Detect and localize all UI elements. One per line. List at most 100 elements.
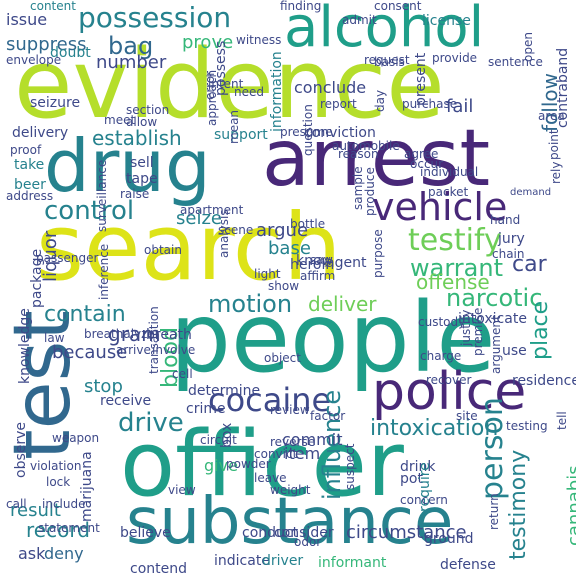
word-license: license xyxy=(422,13,471,29)
word-conduct: conduct xyxy=(242,525,299,541)
word-breathalyzer: breathalyzer xyxy=(84,327,160,341)
word-demand: demand xyxy=(510,187,552,198)
word-deliver: deliver xyxy=(308,292,377,316)
word-obtain: obtain xyxy=(144,243,182,257)
word-indicate: indicate xyxy=(214,553,270,569)
word-agent: agent xyxy=(326,255,367,271)
word-conclude: conclude xyxy=(294,78,367,97)
word-search: search xyxy=(36,194,342,301)
word-factor: factor xyxy=(310,409,346,423)
word-chain: chain xyxy=(492,247,525,261)
word-place: place xyxy=(528,300,553,360)
word-mean: mean xyxy=(227,109,241,144)
word-review: review xyxy=(270,403,310,417)
word-issue: issue xyxy=(6,10,48,29)
word-evidence: evidence xyxy=(14,30,445,140)
word-driver: driver xyxy=(262,553,304,569)
word-justify: justify xyxy=(459,309,473,346)
word-provide: provide xyxy=(432,51,478,65)
word-purchase: purchase xyxy=(402,97,458,111)
word-meet: meet xyxy=(104,113,136,127)
word-use: use xyxy=(502,343,527,359)
word-envelope: envelope xyxy=(6,53,62,67)
word-charge: charge xyxy=(420,349,462,363)
word-commit: commit xyxy=(282,430,343,449)
word-gram: gram xyxy=(108,322,161,346)
word-basis: basis xyxy=(374,55,405,69)
word-raise: raise xyxy=(120,187,150,201)
word-intoxicate: intoxicate xyxy=(458,311,527,327)
word-fail: fail xyxy=(446,96,474,117)
word-testify: testify xyxy=(408,223,502,258)
word-approach: approach xyxy=(205,69,219,126)
word-drug: drug xyxy=(44,124,211,208)
word-seize: seize xyxy=(176,208,222,229)
word-knowledge: knowledge xyxy=(17,308,33,384)
word-packet: packet xyxy=(428,185,469,199)
word-person: person xyxy=(475,397,510,500)
word-warrant: warrant xyxy=(410,254,503,282)
word-arrive: arrive xyxy=(116,343,151,357)
word-breath: breath xyxy=(146,327,192,343)
word-consent: consent xyxy=(374,0,422,13)
word-motion: motion xyxy=(208,290,293,318)
word-odor: odor xyxy=(294,535,322,549)
word-base: base xyxy=(268,238,311,259)
word-weight: weight xyxy=(270,483,311,497)
word-need: need xyxy=(234,85,264,99)
word-sell: sell xyxy=(130,155,154,171)
word-sentence: sentence xyxy=(488,55,543,69)
word-contain: contain xyxy=(44,302,126,327)
word-involve: involve xyxy=(152,343,196,357)
word-tell: tell xyxy=(555,411,569,430)
word-record: record xyxy=(26,518,90,542)
word-establish: establish xyxy=(92,126,182,150)
word-inference: inference xyxy=(97,243,111,300)
word-violation: violation xyxy=(30,459,82,473)
word-scene: scene xyxy=(218,223,254,237)
word-witness: witness xyxy=(236,33,282,47)
word-possession: possession xyxy=(78,1,232,34)
word-purpose: purpose xyxy=(371,229,385,278)
word-analysis: analysis xyxy=(217,209,231,258)
word-heroin: heroin xyxy=(290,257,335,273)
word-individual: individual xyxy=(420,165,479,179)
word-seizure: seizure xyxy=(30,95,81,111)
word-ask: ask xyxy=(18,544,46,563)
word-give: give xyxy=(204,456,238,475)
word-crime: crime xyxy=(186,401,226,417)
word-open: open xyxy=(521,32,535,62)
word-drink: drink xyxy=(400,459,436,475)
word-car: car xyxy=(512,252,547,277)
word-prove: prove xyxy=(182,32,234,53)
word-beer: beer xyxy=(14,177,46,193)
word-pot: pot xyxy=(400,471,423,487)
word-number: number xyxy=(96,52,167,73)
word-produce: produce xyxy=(363,167,377,216)
word-argue: argue xyxy=(256,220,309,241)
word-defense: defense xyxy=(440,557,496,573)
word-proof: proof xyxy=(10,143,42,157)
word-stop: stop xyxy=(84,376,123,397)
word-intent: intent xyxy=(208,77,244,91)
word-vehicle: vehicle xyxy=(372,185,508,229)
word-jury: jury xyxy=(498,231,525,247)
word-alcohol: alcohol xyxy=(284,0,485,60)
word-suspect: suspect xyxy=(343,443,357,490)
word-agree: agree xyxy=(404,147,439,161)
word-conviction: conviction xyxy=(304,125,376,141)
word-reason: reason xyxy=(338,147,379,161)
word-object: object xyxy=(264,351,301,365)
word-believe: believe xyxy=(120,525,171,541)
word-receive: receive xyxy=(100,393,152,409)
word-light: light xyxy=(254,267,281,281)
word-leave: leave xyxy=(254,471,287,485)
word-residence: residence xyxy=(512,373,576,389)
word-circuit: circuit xyxy=(200,433,237,447)
word-area: area xyxy=(538,109,565,123)
word-circumstance: circumstance xyxy=(346,522,467,543)
word-recover: recover xyxy=(426,373,472,387)
word-informant: informant xyxy=(318,555,387,571)
word-officer: officer xyxy=(120,412,404,517)
